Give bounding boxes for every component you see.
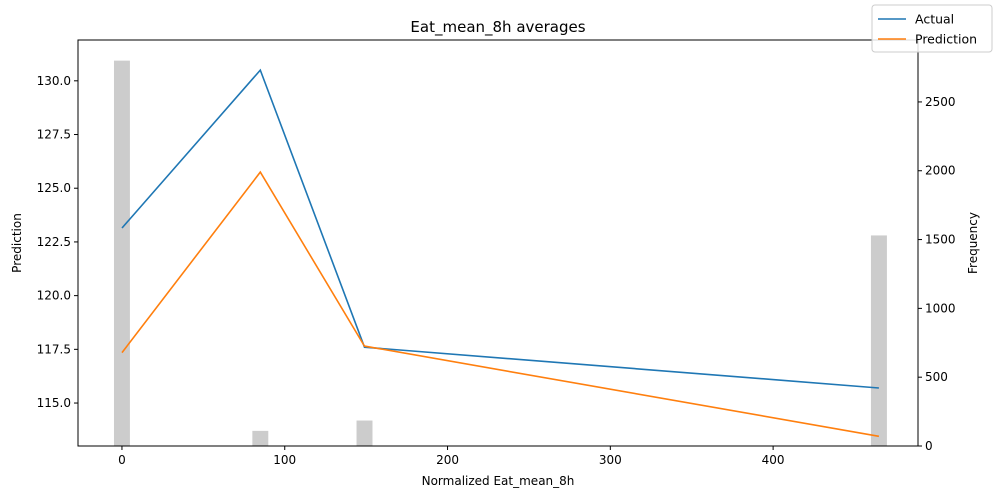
y-tick-label: 127.5	[37, 128, 71, 142]
x-tick-label: 0	[118, 453, 126, 467]
y-tick-label: 115.0	[37, 396, 71, 410]
series-line-actual	[121, 68, 879, 389]
y2-tick-label: 2500	[925, 95, 956, 109]
histogram-bar	[252, 430, 269, 446]
y-tick-label: 130.0	[37, 74, 71, 88]
histogram-bar	[356, 420, 373, 446]
y-tick-label: 120.0	[37, 289, 71, 303]
histogram-bar	[870, 235, 887, 446]
series-lines	[121, 68, 880, 438]
legend-label: Actual	[915, 12, 954, 27]
series-line-prediction	[121, 170, 880, 438]
legend-box	[871, 4, 993, 53]
histogram-bars	[113, 60, 887, 446]
x-tick-label: 300	[599, 453, 622, 467]
histogram-bar	[113, 60, 130, 446]
y-tick-label: 125.0	[37, 181, 71, 195]
y-tick-label: 117.5	[37, 342, 71, 356]
y2-tick-label: 500	[925, 370, 948, 384]
plot-frame	[77, 39, 919, 447]
y-axis-right: 0 500 1000 1500 2000 2500	[918, 95, 956, 453]
x-tick-label: 200	[436, 453, 459, 467]
chart-title: Eat_mean_8h averages	[410, 18, 585, 37]
y-tick-label: 122.5	[37, 235, 71, 249]
y-axis-label: Prediction	[10, 213, 24, 273]
y2-tick-label: 2000	[925, 164, 956, 178]
y2-tick-label: 1000	[925, 301, 956, 315]
y2-axis-label: Frequency	[966, 212, 980, 274]
x-tick-label: 100	[273, 453, 296, 467]
x-axis-label: Normalized Eat_mean_8h	[422, 474, 575, 488]
x-tick-label: 400	[762, 453, 785, 467]
legend: Actual Prediction	[871, 4, 993, 53]
x-axis: 0 100 200 300 400	[118, 446, 785, 467]
y2-tick-label: 0	[925, 439, 933, 453]
y-axis-left: 115.0 117.5 120.0 122.5 125.0 127.5 130.0	[37, 74, 78, 410]
legend-label: Prediction	[915, 32, 977, 47]
y2-tick-label: 1500	[925, 233, 956, 247]
